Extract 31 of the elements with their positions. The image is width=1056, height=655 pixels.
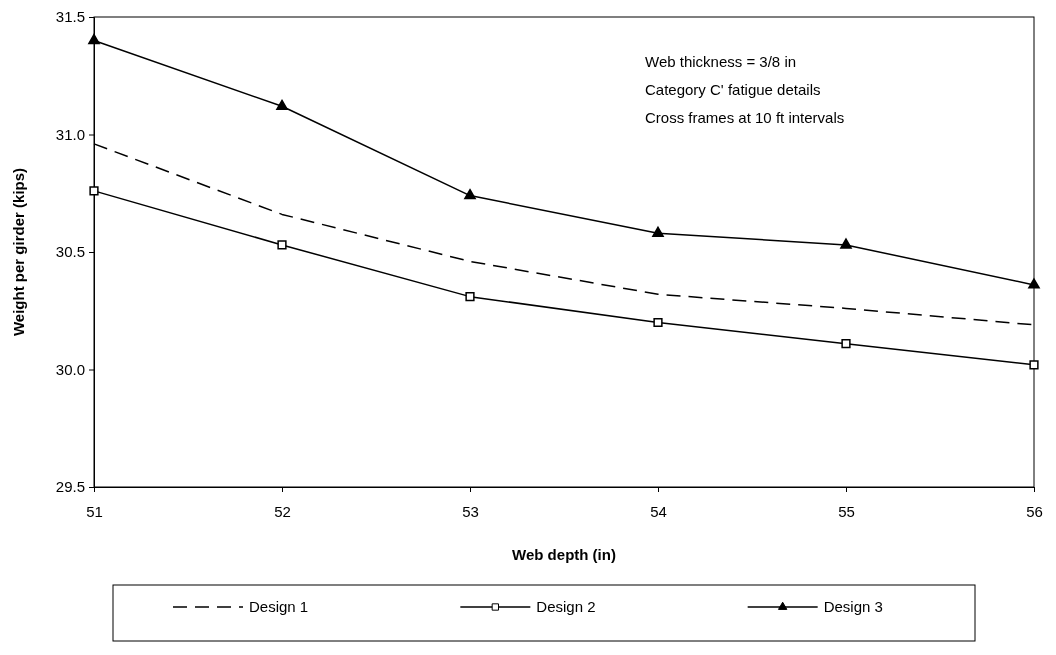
point bbox=[276, 99, 288, 110]
annotation: Category C' fatigue details bbox=[645, 81, 821, 98]
x-tick-label: 55 bbox=[838, 502, 855, 520]
y-tick-label: 31.0 bbox=[55, 125, 85, 143]
x-axis-title: Web depth (in) bbox=[512, 546, 616, 563]
point bbox=[464, 188, 476, 200]
y-tick-label: 30.0 bbox=[55, 360, 85, 378]
point bbox=[653, 317, 663, 328]
x-tick-label: 52 bbox=[274, 502, 291, 520]
point bbox=[1029, 360, 1039, 370]
x-tick-label: 54 bbox=[650, 502, 667, 520]
y-tick-label: 29.5 bbox=[55, 478, 85, 496]
x-tick-label: 53 bbox=[462, 502, 479, 520]
annotation: Web thickness = 3/8 in bbox=[645, 53, 797, 70]
annotation: Cross frames at 10 ft intervals bbox=[645, 109, 845, 126]
point bbox=[465, 292, 475, 302]
x-tick-label: 56 bbox=[1026, 502, 1043, 520]
point bbox=[652, 226, 664, 237]
legend-label: Design 2 bbox=[536, 598, 596, 615]
y-axis-title: Weight per girder (kips) bbox=[10, 167, 27, 337]
point bbox=[840, 238, 852, 249]
point bbox=[841, 339, 851, 349]
point bbox=[88, 33, 100, 45]
point bbox=[1028, 278, 1040, 289]
legend-label: Design 3 bbox=[823, 598, 883, 615]
y-tick-label: 31.5 bbox=[55, 8, 85, 26]
legend-label: Design 1 bbox=[249, 598, 309, 615]
x-tick-label: 51 bbox=[86, 502, 103, 520]
point bbox=[89, 186, 99, 196]
point bbox=[277, 240, 287, 250]
y-tick-label: 30.5 bbox=[55, 243, 85, 261]
